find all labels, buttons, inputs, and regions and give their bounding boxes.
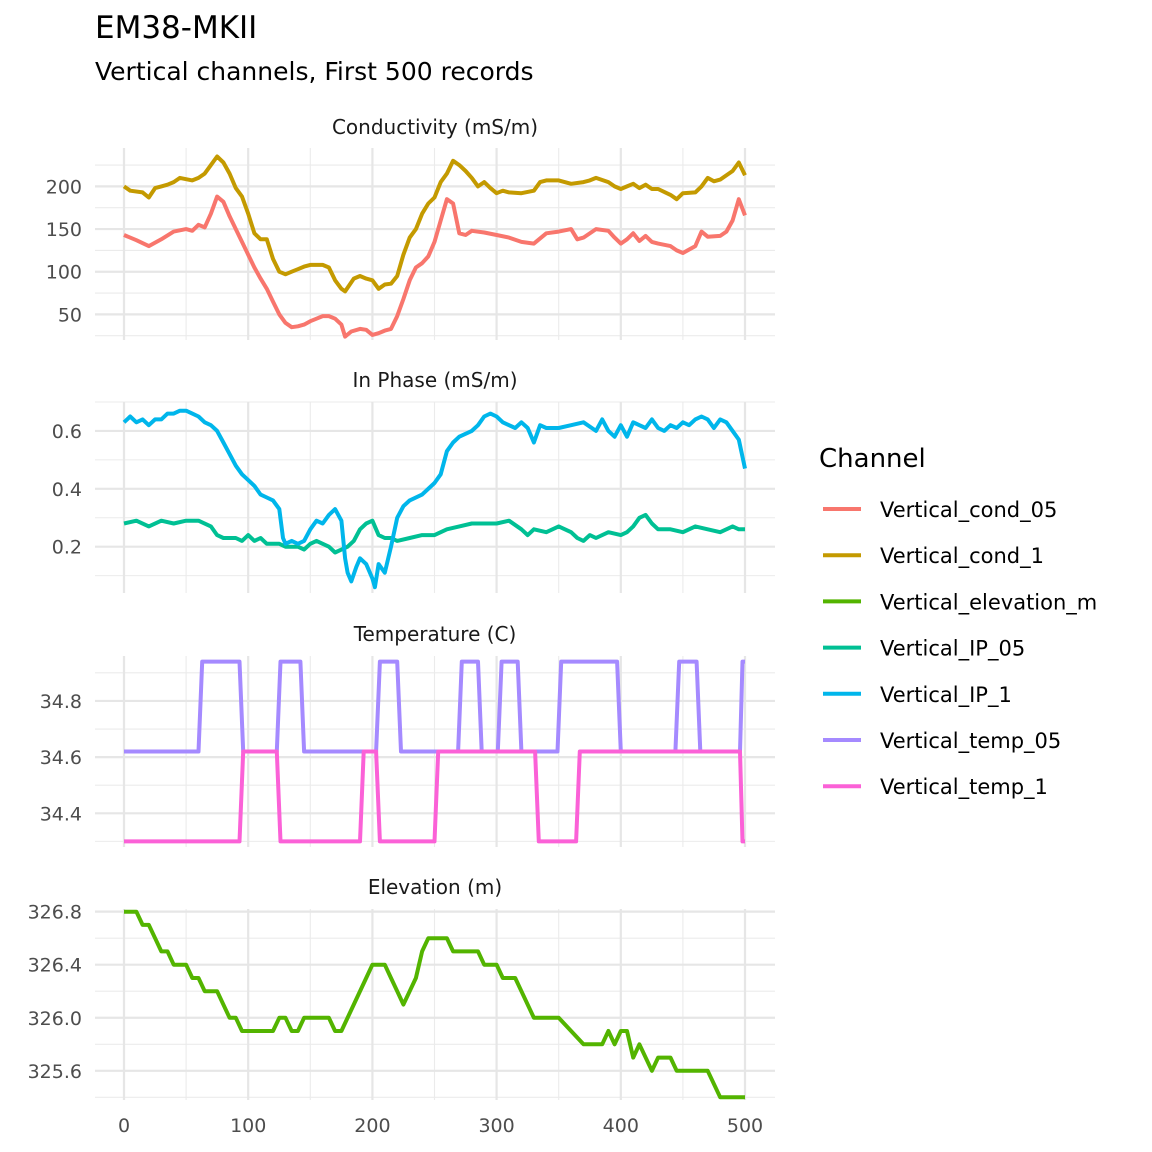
legend-label: Vertical_elevation_m — [880, 590, 1097, 615]
y-tick-label: 34.8 — [40, 691, 82, 713]
legend-title: Channel — [819, 444, 926, 474]
legend-label: Vertical_cond_05 — [880, 498, 1057, 523]
y-tick-label: 325.6 — [28, 1061, 82, 1083]
facet-strip-label: Temperature (C) — [353, 622, 517, 646]
legend-item: Vertical_elevation_m — [823, 590, 1097, 615]
series-line-Vertical_cond_05 — [123, 194, 747, 339]
y-tick-label: 0.2 — [52, 537, 82, 559]
panel-4: 325.6 326.0 326.4 326.8 Elevation (m) — [28, 875, 775, 1100]
series-line-Vertical_elevation_m — [124, 909, 745, 1100]
y-tick-label: 200 — [46, 176, 82, 198]
legend-label: Vertical_IP_05 — [880, 637, 1025, 662]
x-tick-label: 400 — [603, 1115, 639, 1137]
legend-label: Vertical_temp_1 — [880, 775, 1048, 800]
legend-label: Vertical_cond_1 — [880, 544, 1044, 569]
y-tick-label: 150 — [46, 219, 82, 241]
panel-3: 34.4 34.6 34.8 Temperature (C) — [40, 622, 775, 847]
legend-item: Vertical_cond_1 — [823, 544, 1044, 569]
legend-item: Vertical_IP_1 — [823, 683, 1012, 708]
x-tick-label: 100 — [230, 1115, 266, 1137]
chart-title: EM38-MKII — [95, 10, 258, 46]
x-tick-label: 500 — [727, 1115, 763, 1137]
chart-subtitle: Vertical channels, First 500 records — [95, 57, 534, 86]
y-tick-label: 0.4 — [52, 479, 82, 501]
facet-strip-label: In Phase (mS/m) — [352, 368, 517, 392]
y-tick-label: 326.8 — [28, 902, 82, 924]
legend-label: Vertical_IP_1 — [880, 683, 1012, 708]
series-line-Vertical_temp_1 — [124, 749, 745, 844]
legend-item: Vertical_IP_05 — [823, 637, 1025, 662]
y-tick-label: 100 — [46, 262, 82, 284]
legend-label: Vertical_temp_05 — [880, 729, 1061, 754]
y-tick-label: 326.4 — [28, 955, 82, 977]
x-tick-label: 300 — [478, 1115, 514, 1137]
x-tick-label: 200 — [354, 1115, 390, 1137]
series-line-Vertical_temp_05 — [124, 659, 745, 754]
series-line-Vertical_cond_1 — [122, 154, 747, 294]
y-tick-label: 34.6 — [40, 747, 82, 769]
series-line-Vertical_IP_05 — [123, 512, 745, 555]
facet-strip-label: Elevation (m) — [368, 875, 502, 899]
legend-item: Vertical_cond_05 — [823, 498, 1057, 523]
y-tick-label: 326.0 — [28, 1008, 82, 1030]
series-line-Vertical_IP_1 — [122, 408, 747, 590]
y-tick-label: 34.4 — [40, 803, 82, 825]
panel-2: 0.2 0.4 0.6 In Phase (mS/m) — [52, 368, 775, 593]
x-tick-label: 0 — [118, 1115, 130, 1137]
y-tick-label: 50 — [58, 304, 82, 326]
legend-item: Vertical_temp_1 — [823, 775, 1048, 800]
legend-item: Vertical_temp_05 — [823, 729, 1061, 754]
facet-strip-label: Conductivity (mS/m) — [332, 115, 538, 139]
legend: Channel Vertical_cond_05 Vertical_cond_1 Ve… — [819, 444, 1097, 800]
y-tick-label: 0.6 — [52, 421, 82, 443]
panel-1: 50 100 150 200 Conductivity (mS/m) — [46, 115, 775, 340]
